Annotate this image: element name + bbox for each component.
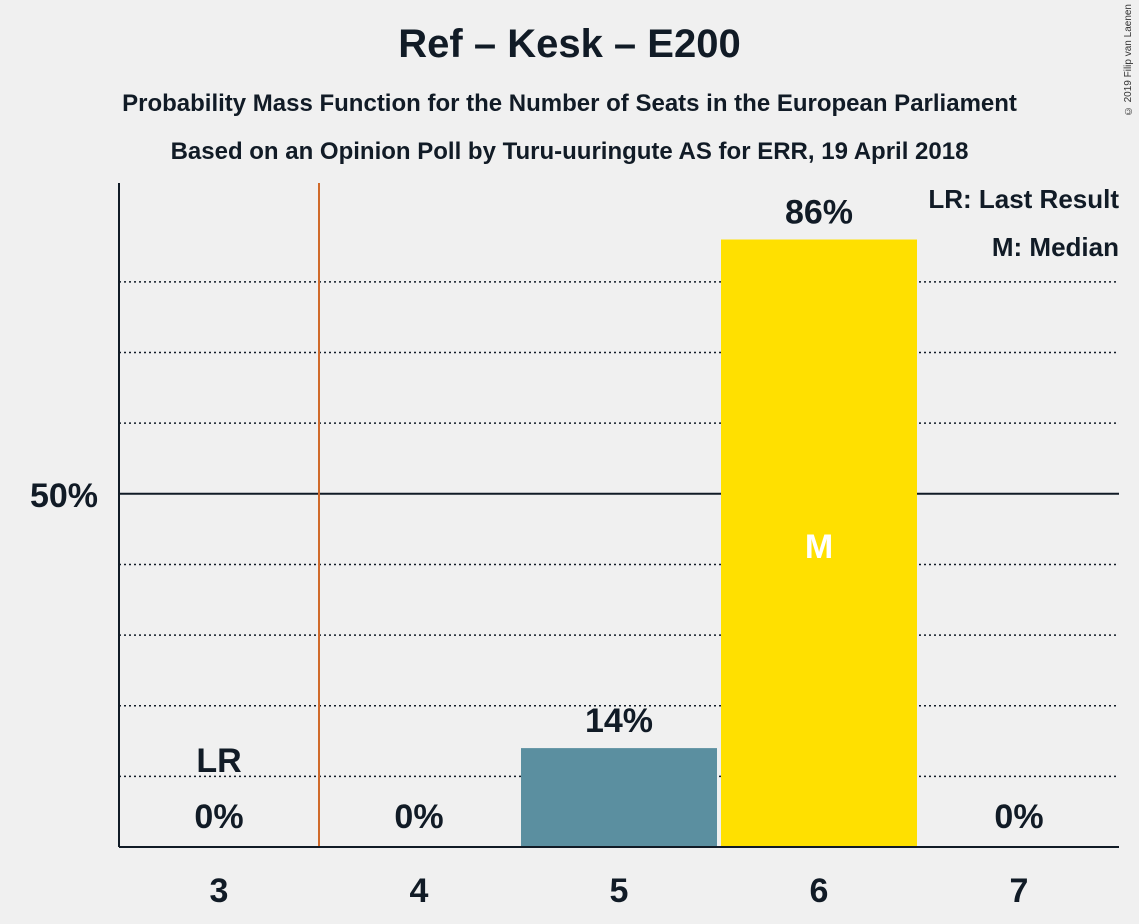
x-tick-label-7: 7 — [1010, 872, 1029, 910]
chart-subtitle-1: Probability Mass Function for the Number… — [122, 90, 1017, 117]
last-result-label: LR — [196, 742, 241, 780]
x-tick-label-3: 3 — [210, 872, 229, 910]
value-label-4: 0% — [394, 798, 443, 836]
bar-6 — [721, 239, 917, 848]
value-label-5: 14% — [585, 702, 653, 740]
chart-title: Ref – Kesk – E200 — [398, 22, 741, 66]
x-tick-label-6: 6 — [810, 872, 829, 910]
chart-subtitle-2: Based on an Opinion Poll by Turu-uuringu… — [170, 138, 969, 165]
value-label-6: 86% — [785, 194, 853, 232]
x-tick-label-4: 4 — [410, 872, 429, 910]
value-label-3: 0% — [194, 798, 243, 836]
bar-5 — [521, 748, 717, 847]
median-label: M — [805, 528, 833, 566]
y-tick-label-50: 50% — [30, 477, 98, 515]
value-label-7: 0% — [994, 798, 1043, 836]
x-tick-label-5: 5 — [610, 872, 629, 910]
legend-last-result: LR: Last Result — [928, 184, 1119, 214]
legend-median: M: Median — [991, 232, 1119, 262]
